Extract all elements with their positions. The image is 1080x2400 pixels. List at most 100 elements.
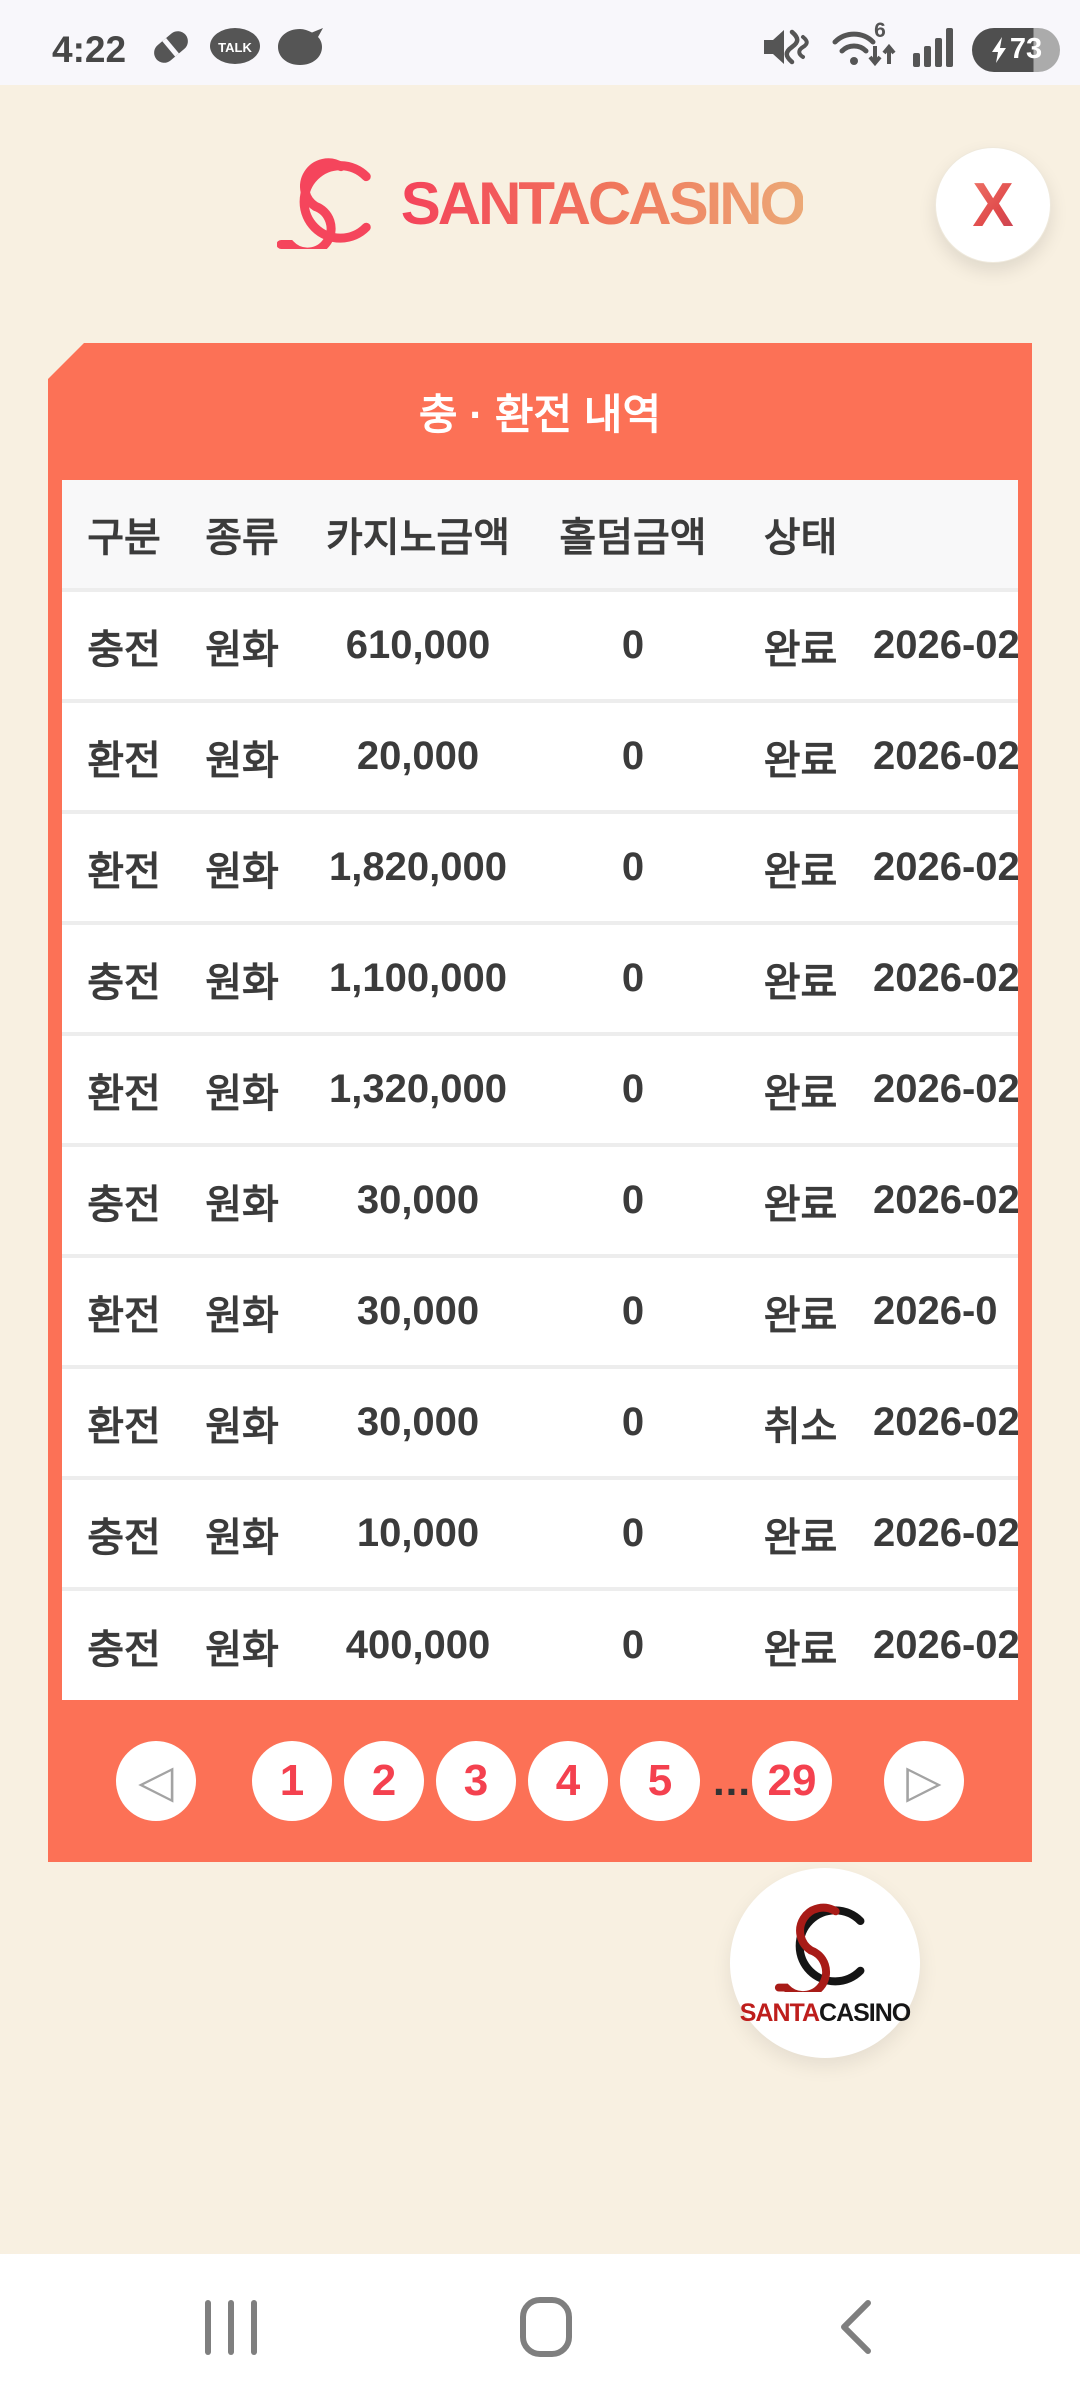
pagination: ◁ 1 2 3 4 5 ... 29 ▷ [48,1700,1032,1862]
logo-wordmark: SANTACASINO [400,170,807,237]
cell-status: 완료 [763,1627,838,1672]
cell-casino-amount: 10,000 [356,1511,480,1555]
cell-currency: 원화 [205,1071,279,1116]
cell-holdem-amount: 0 [621,734,645,778]
pagination-next-button[interactable]: ▷ [884,1741,964,1821]
status-bar: 4:22 TALK [0,0,1080,85]
sc-badge-mark-icon [773,1898,877,2000]
table-row: 충전 원화 400,000 0 완료 2026-02 [62,1589,1018,1700]
pagination-page-2[interactable]: 2 [344,1741,424,1821]
cell-status: 완료 [763,960,838,1005]
cell-status: 완료 [763,738,838,783]
col-header-status: 상태 [763,516,838,560]
santacasino-logo: SANTACASINO [0,153,1080,257]
battery-icon: 73 [972,27,1060,72]
table-row: 환전 원화 1,320,000 0 완료 2026-02 [62,1034,1018,1145]
cell-casino-amount: 1,100,000 [329,956,507,1000]
cell-holdem-amount: 0 [621,1400,645,1444]
cell-date: 2026-02 [873,1511,1018,1555]
history-table-body: 충전 원화 610,000 0 완료 2026-02 환전 원화 20,000 … [62,590,1018,1700]
table-row: 환전 원화 1,820,000 0 완료 2026-02 [62,812,1018,923]
table-row: 충전 원화 610,000 0 완료 2026-02 [62,590,1018,701]
cell-holdem-amount: 0 [621,623,645,667]
cell-status: 취소 [763,1404,838,1449]
talk-label: TALK [218,40,252,55]
battery-percent: 73 [1009,33,1043,65]
table-row: 환전 원화 30,000 0 취소 2026-02 [62,1367,1018,1478]
col-header-holdem-amount: 홀덤금액 [559,516,707,560]
eraser-notification-icon [148,24,194,75]
santacasino-badge[interactable]: SANTACASINO [730,1868,920,2058]
cell-type: 충전 [87,627,161,672]
close-x-icon: X [972,170,1014,240]
cell-type: 환전 [87,849,161,894]
cell-type: 환전 [87,1293,161,1338]
cell-currency: 원화 [205,960,279,1005]
table-row: 충전 원화 1,100,000 0 완료 2026-02 [62,923,1018,1034]
sc-logo-mark-icon [276,153,383,257]
cell-casino-amount: 30,000 [356,1178,480,1222]
pagination-page-1[interactable]: 1 [252,1741,332,1821]
main-content: SANTACASINO X 충 · 환전 내역 구분 종류 카지노금액 홀덤금액… [0,85,1080,2254]
signal-strength-icon [912,25,956,74]
kakaotalk-icon: TALK [208,26,262,73]
badge-wordmark-casino: CASINO [819,1999,911,2027]
cell-currency: 원화 [205,1404,279,1449]
charging-bolt-icon [991,36,1006,63]
pagination-prev-button[interactable]: ◁ [116,1741,196,1821]
cell-type: 충전 [87,1515,161,1560]
col-header-type: 구분 [87,516,161,560]
cell-currency: 원화 [205,1182,279,1227]
cell-type: 환전 [87,738,161,783]
pagination-page-5[interactable]: 5 [620,1741,700,1821]
pagination-page-last[interactable]: 29 [752,1741,832,1821]
status-clock: 4:22 [52,28,127,70]
cell-date: 2026-02 [873,1067,1018,1111]
cell-status: 완료 [763,849,838,894]
badge-wordmark-santa: SANTA [739,1999,820,2027]
status-bar-right: 6 73 [762,19,1060,79]
close-button[interactable]: X [935,147,1051,263]
cell-casino-amount: 30,000 [356,1400,480,1444]
cell-status: 완료 [763,1293,838,1338]
cell-holdem-amount: 0 [621,1067,645,1111]
cell-currency: 원화 [205,849,279,894]
cell-date: 2026-02 [873,734,1018,778]
badge-wordmark: SANTACASINO [739,1999,912,2028]
cell-date: 2026-02 [873,1400,1018,1444]
history-table-wrap: 구분 종류 카지노금액 홀덤금액 상태 충전 원화 610,000 0 완료 [62,480,1018,1700]
table-header-row: 구분 종류 카지노금액 홀덤금액 상태 [62,480,1018,590]
cell-date: 2026-02 [873,845,1018,889]
cell-currency: 원화 [205,1515,279,1560]
pagination-ellipsis: ... [712,1757,751,1804]
cell-holdem-amount: 0 [621,956,645,1000]
home-button[interactable] [520,2297,572,2357]
cell-holdem-amount: 0 [621,845,645,889]
android-nav-bar [0,2254,1080,2400]
cell-type: 환전 [87,1404,161,1449]
cell-casino-amount: 20,000 [356,734,480,778]
cell-date: 2026-0 [873,1289,998,1333]
cell-date: 2026-02 [873,956,1018,1000]
cell-casino-amount: 1,820,000 [329,845,507,889]
cell-date: 2026-02 [873,1178,1018,1222]
cell-holdem-amount: 0 [621,1289,645,1333]
cell-status: 완료 [763,1071,838,1116]
chat-bubble-icon [276,25,326,74]
panel-title: 충 · 환전 내역 [418,391,662,438]
table-row: 충전 원화 10,000 0 완료 2026-02 [62,1478,1018,1589]
cell-currency: 원화 [205,1293,279,1338]
table-row: 환전 원화 30,000 0 완료 2026-0 [62,1256,1018,1367]
history-panel: 충 · 환전 내역 구분 종류 카지노금액 홀덤금액 상태 충전 [48,343,1032,1862]
cell-casino-amount: 400,000 [345,1623,491,1667]
cell-status: 완료 [763,1182,838,1227]
back-button[interactable] [835,2298,875,2356]
pagination-page-3[interactable]: 3 [436,1741,516,1821]
col-header-currency: 종류 [205,516,279,560]
cell-date: 2026-02 [873,1623,1018,1667]
cell-holdem-amount: 0 [621,1511,645,1555]
cell-type: 충전 [87,1182,161,1227]
mute-vibrate-icon [762,23,814,76]
pagination-page-4[interactable]: 4 [528,1741,608,1821]
recents-button[interactable] [205,2299,257,2355]
